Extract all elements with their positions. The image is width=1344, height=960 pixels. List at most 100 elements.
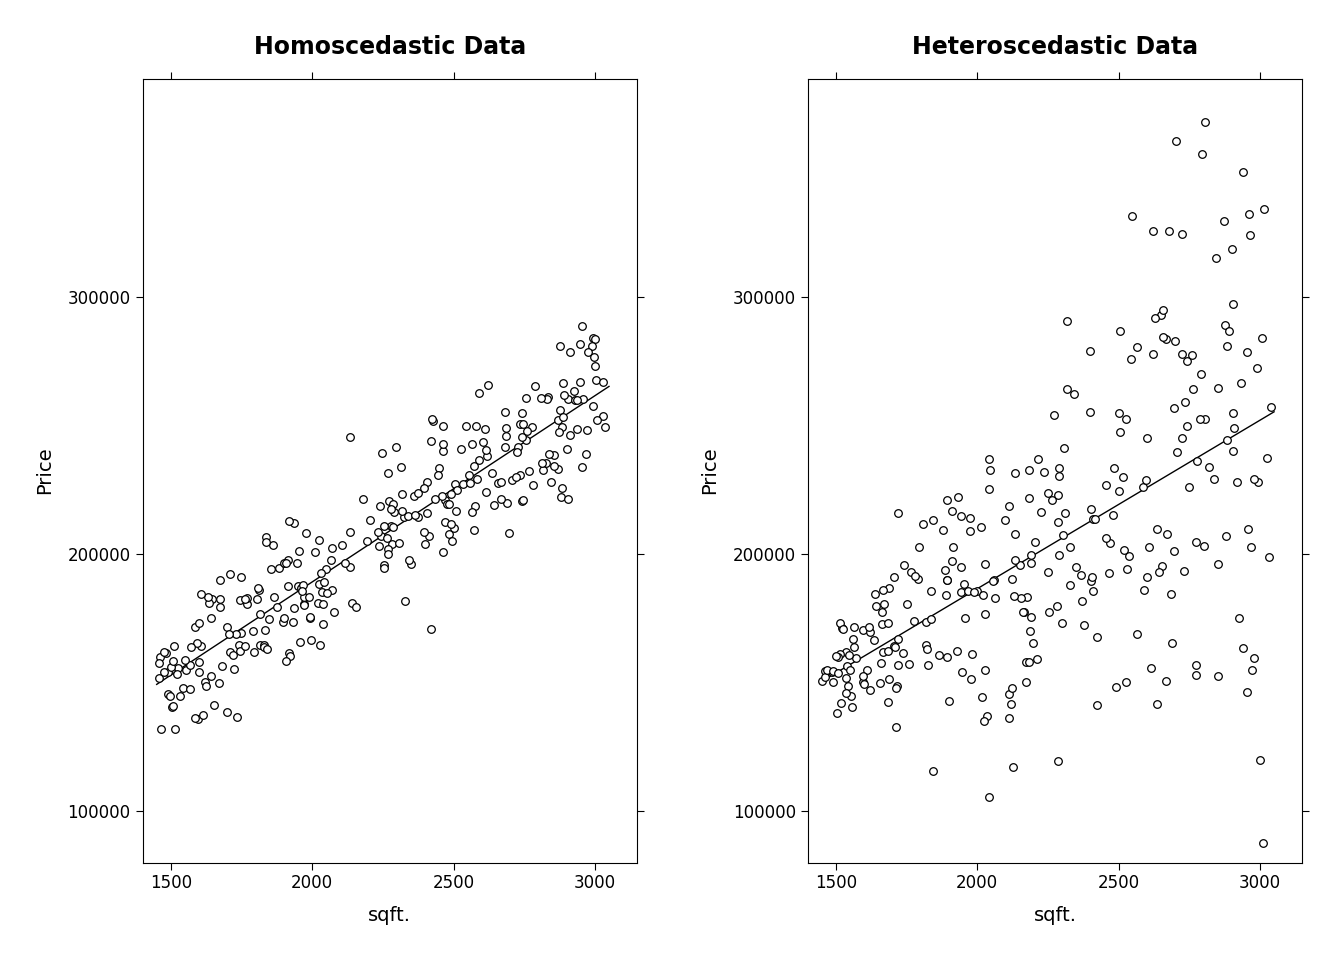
Point xyxy=(887,658,909,673)
Point xyxy=(1235,344,1257,359)
Point xyxy=(445,477,466,492)
Point xyxy=(1137,569,1159,585)
Point xyxy=(309,532,331,547)
Point xyxy=(280,648,301,663)
Point xyxy=(477,378,499,394)
Point xyxy=(1243,651,1265,666)
Point xyxy=(1118,548,1140,564)
Point xyxy=(1000,697,1021,712)
Point xyxy=(878,614,899,630)
Point xyxy=(386,440,407,455)
Point xyxy=(458,468,480,483)
Point xyxy=(859,683,880,698)
Point xyxy=(453,476,474,492)
Point xyxy=(278,513,300,528)
Point xyxy=(184,710,206,726)
Point xyxy=(536,391,558,406)
Point xyxy=(1189,367,1211,382)
Point xyxy=(538,446,559,462)
Point xyxy=(1003,588,1024,603)
Point xyxy=(1175,394,1196,409)
Point xyxy=(476,448,497,464)
Point xyxy=(548,424,570,440)
Point xyxy=(1116,412,1137,427)
Point xyxy=(886,678,907,693)
Point xyxy=(918,657,939,672)
Point xyxy=(950,560,972,575)
Point xyxy=(827,665,848,681)
Point xyxy=(1241,539,1262,554)
Point xyxy=(230,569,251,585)
Point xyxy=(1243,471,1265,487)
Point xyxy=(446,482,468,497)
Point xyxy=(160,660,181,675)
Point xyxy=(246,591,267,607)
Point xyxy=(1239,228,1261,243)
Point xyxy=(188,664,210,680)
Point xyxy=(296,525,317,540)
Point xyxy=(540,474,562,490)
Point xyxy=(1136,472,1157,488)
Point xyxy=(380,518,402,534)
Point xyxy=(235,638,257,654)
Point xyxy=(840,689,862,705)
Point xyxy=(872,583,894,598)
Point xyxy=(984,572,1005,588)
Point xyxy=(863,633,884,648)
Point xyxy=(1109,424,1130,440)
Point xyxy=(458,475,480,491)
Point xyxy=(1148,564,1169,580)
Point xyxy=(1020,547,1042,563)
Point xyxy=(446,504,468,519)
Point xyxy=(300,611,321,626)
Point xyxy=(1222,296,1243,311)
Point xyxy=(216,619,238,635)
Point xyxy=(1109,324,1130,339)
Point xyxy=(469,385,491,400)
Point xyxy=(1001,681,1023,696)
Point xyxy=(190,638,211,654)
Point xyxy=(378,541,399,557)
Point xyxy=(421,621,442,636)
Point xyxy=(316,586,337,601)
Point xyxy=(832,621,853,636)
Point xyxy=(1140,660,1161,676)
Point xyxy=(1087,698,1109,713)
Point xyxy=(1167,444,1188,460)
Point xyxy=(228,643,250,659)
Point xyxy=(856,662,878,678)
Point xyxy=(1185,658,1207,673)
Point xyxy=(524,378,546,394)
Point xyxy=(417,505,438,520)
Point xyxy=(257,641,278,657)
Point xyxy=(461,504,482,519)
Point xyxy=(1258,549,1279,564)
Point xyxy=(249,582,270,597)
Point xyxy=(391,503,413,518)
Point xyxy=(224,627,246,642)
Point xyxy=(903,613,925,629)
Point xyxy=(1163,400,1184,416)
Point xyxy=(1172,347,1193,362)
Point xyxy=(866,598,887,613)
Point xyxy=(900,564,922,580)
Point xyxy=(1138,540,1160,555)
Point xyxy=(235,590,257,606)
Point xyxy=(433,544,454,560)
Point xyxy=(226,708,247,724)
Point xyxy=(153,664,175,680)
Point xyxy=(829,646,851,661)
Point xyxy=(324,604,345,619)
Point xyxy=(356,534,378,549)
Point xyxy=(921,612,942,627)
Point xyxy=(1159,224,1180,239)
Point xyxy=(282,614,304,630)
Point xyxy=(407,486,429,501)
Point xyxy=(547,412,569,427)
Point xyxy=(966,584,988,599)
Point xyxy=(250,637,271,653)
Point xyxy=(255,534,277,549)
Point xyxy=(1152,329,1173,345)
Point xyxy=(266,599,288,614)
Point xyxy=(1187,453,1208,468)
